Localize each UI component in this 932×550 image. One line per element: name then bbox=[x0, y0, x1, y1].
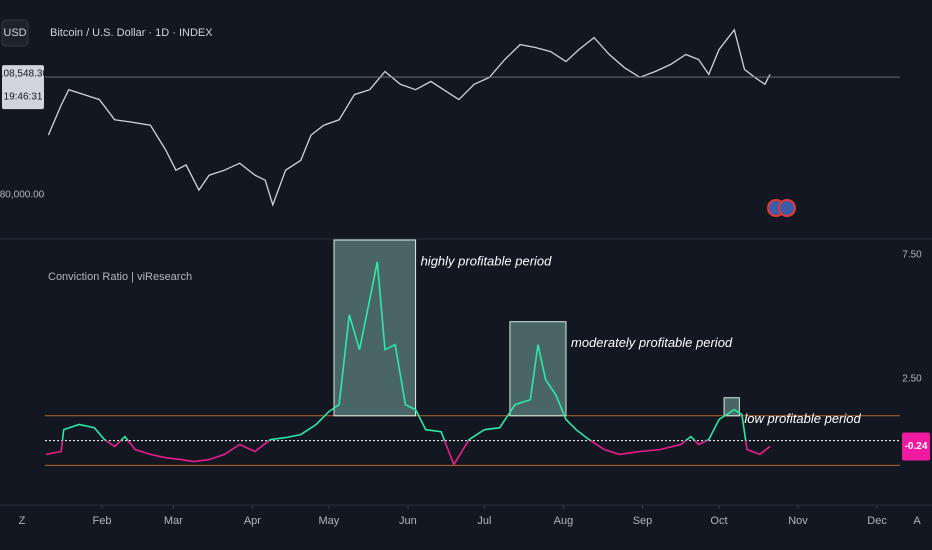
annotation-label: highly profitable period bbox=[421, 253, 553, 268]
x-tick-label: Oct bbox=[710, 515, 727, 527]
auto-button[interactable]: A bbox=[913, 515, 921, 527]
x-tick-label: Jun bbox=[399, 515, 417, 527]
price-line bbox=[47, 28, 771, 207]
indicator-line-above bbox=[61, 261, 747, 441]
indicator-line-below bbox=[45, 440, 771, 467]
zoom-button[interactable]: Z bbox=[19, 515, 26, 527]
x-tick-label: Dec bbox=[867, 515, 887, 527]
x-tick-label: Sep bbox=[633, 515, 653, 527]
x-tick-label: Aug bbox=[554, 515, 574, 527]
x-tick-label: Feb bbox=[92, 515, 111, 527]
x-tick-label: Jul bbox=[477, 515, 491, 527]
indicator-title: Conviction Ratio | viResearch bbox=[48, 271, 192, 283]
last-value-box bbox=[902, 432, 930, 461]
last-price-label: 108,548.30 bbox=[0, 69, 48, 80]
x-tick-label: Apr bbox=[244, 515, 261, 527]
last-value-label: -0.24 bbox=[905, 441, 928, 452]
y-tick-label: 2.50 bbox=[902, 373, 922, 384]
y-tick-label: 7.50 bbox=[902, 249, 922, 260]
annotation-label: low profitable period bbox=[744, 411, 861, 426]
flag-icons bbox=[767, 199, 796, 217]
countdown: 19:46:31 bbox=[4, 92, 43, 103]
x-tick-label: Nov bbox=[788, 515, 808, 527]
last-price-box bbox=[2, 65, 44, 110]
x-tick-label: May bbox=[319, 515, 340, 527]
x-tick-label: Mar bbox=[164, 515, 183, 527]
annotation-label: moderately profitable period bbox=[571, 335, 733, 350]
symbol-title: Bitcoin / U.S. Dollar · 1D · INDEX bbox=[50, 27, 213, 39]
y-tick-label: 80,000.00 bbox=[0, 190, 45, 201]
highlight-box bbox=[509, 321, 567, 417]
currency[interactable]: USD bbox=[3, 27, 26, 39]
highlight-box bbox=[723, 397, 740, 417]
currency-button[interactable] bbox=[1, 19, 29, 47]
